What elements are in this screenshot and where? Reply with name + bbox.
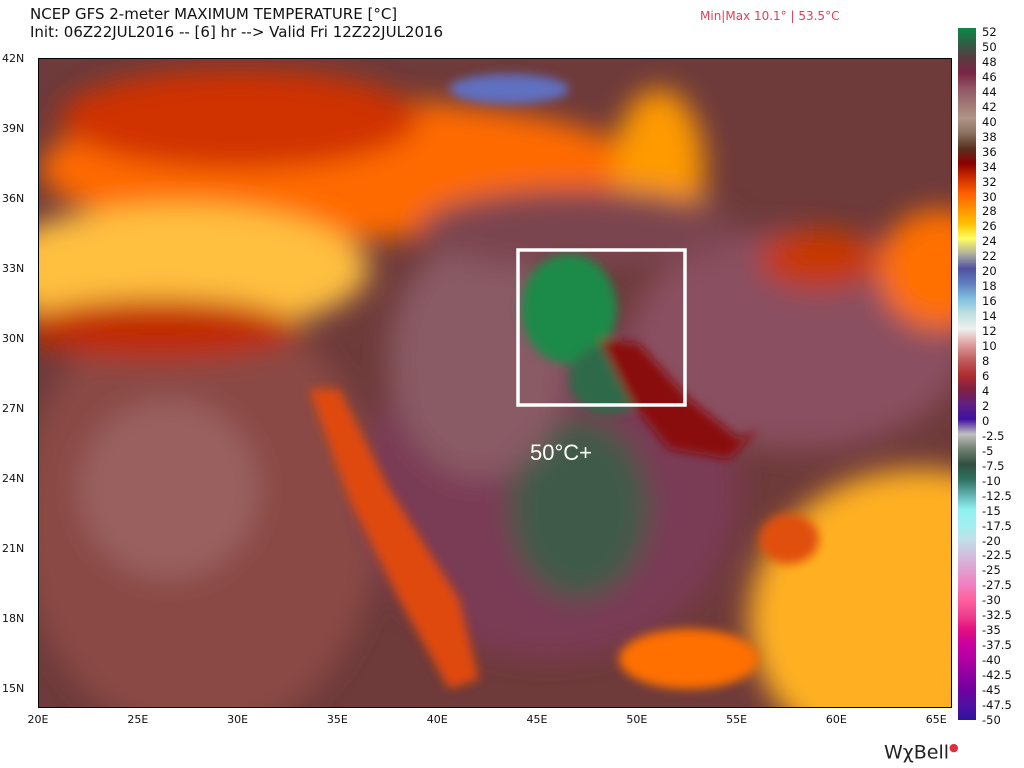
colorbar-label: 12 [982, 324, 997, 339]
lat-label: 27N [2, 402, 25, 415]
red-sea [309, 389, 479, 689]
colorbar-label: -10 [982, 473, 1001, 488]
colorbar-label: -15 [982, 503, 1001, 518]
lon-label: 25E [127, 713, 149, 726]
colorbar-label: -2.5 [982, 428, 1005, 443]
colorbar-label: 8 [982, 354, 990, 369]
iran-region [629, 229, 951, 449]
colorbar-label: -20 [982, 533, 1001, 548]
kuwait-hotspot [521, 254, 617, 364]
min-max-readout: Min|Max 10.1° | 53.5°C [700, 9, 840, 23]
lat-label: 15N [2, 682, 25, 695]
colorbar-label: -22.5 [982, 548, 1012, 563]
lon-label: 65E [925, 713, 947, 726]
lon-label: 45E [526, 713, 548, 726]
persian-gulf [599, 339, 759, 459]
colorbar-label: -27.5 [982, 578, 1012, 593]
colorbar-label: 34 [982, 159, 997, 174]
colorbar-label: 6 [982, 369, 990, 383]
colorbar-label: 18 [982, 279, 997, 294]
temperature-map: 50°C+ [38, 58, 952, 708]
colorbar-label: 28 [982, 204, 997, 219]
colorbar [958, 28, 976, 720]
colorbar-label: 0 [982, 413, 990, 428]
colorbar-label: -5 [982, 443, 994, 458]
colorbar-label: -47.5 [982, 698, 1012, 713]
colorbar-label: -45 [982, 683, 1001, 698]
lon-label: 60E [825, 713, 847, 726]
lat-label: 39N [2, 122, 25, 135]
colorbar-label: 48 [982, 54, 997, 69]
colorbar-label: 46 [982, 69, 997, 84]
colorbar-label: 14 [982, 309, 997, 324]
colorbar-label: 24 [982, 234, 997, 249]
colorbar-label: -35 [982, 623, 1001, 638]
colorbar-label: 40 [982, 114, 997, 129]
highlight-box [516, 248, 687, 407]
colorbar-label: 36 [982, 144, 997, 159]
lat-label: 33N [2, 262, 25, 275]
colorbar-label: 42 [982, 99, 997, 114]
colorbar-label: -25 [982, 563, 1001, 578]
map-subtitle: Init: 06Z22JUL2016 -- [6] hr --> Valid F… [30, 23, 444, 41]
lat-label: 24N [2, 472, 25, 485]
lon-label: 40E [426, 713, 448, 726]
colorbar-label: 10 [982, 339, 997, 354]
colorbar-label: -7.5 [982, 458, 1005, 473]
lat-label: 18N [2, 612, 25, 625]
colorbar-label: 44 [982, 84, 997, 99]
colorbar-label: 52 [982, 25, 997, 39]
lat-label: 42N [2, 52, 25, 65]
lon-label: 35E [326, 713, 348, 726]
lat-label: 21N [2, 542, 25, 555]
colorbar-label: -30 [982, 593, 1001, 608]
annotation-label: 50°C+ [530, 440, 592, 465]
colorbar-label: 20 [982, 264, 997, 279]
colorbar-label: 32 [982, 174, 997, 189]
colorbar-label: 22 [982, 249, 997, 264]
lon-label: 30E [227, 713, 249, 726]
temperature-field: 50°C+ [39, 59, 951, 707]
map-title: NCEP GFS 2-meter MAXIMUM TEMPERATURE [°C… [30, 5, 398, 23]
colorbar-label: 16 [982, 294, 997, 309]
colorbar-label: -42.5 [982, 668, 1012, 683]
colorbar-label: -40 [982, 653, 1001, 668]
colorbar-label: -12.5 [982, 488, 1012, 503]
lon-label: 20E [27, 713, 49, 726]
lon-label: 50E [626, 713, 648, 726]
lat-label: 30N [2, 332, 25, 345]
colorbar-label: -50 [982, 713, 1001, 727]
colorbar-label: 38 [982, 129, 997, 144]
colorbar-label: 4 [982, 383, 990, 398]
lat-label: 36N [2, 192, 25, 205]
colorbar-label: 2 [982, 398, 990, 413]
colorbar-label: 26 [982, 219, 997, 234]
wxbell-logo: WχBell● [884, 741, 959, 764]
colorbar-label: 30 [982, 189, 997, 204]
lon-label: 55E [726, 713, 748, 726]
colorbar-label: 50 [982, 39, 997, 54]
colorbar-label: -37.5 [982, 638, 1012, 653]
colorbar-label: -32.5 [982, 608, 1012, 623]
colorbar-label: -17.5 [982, 518, 1012, 533]
